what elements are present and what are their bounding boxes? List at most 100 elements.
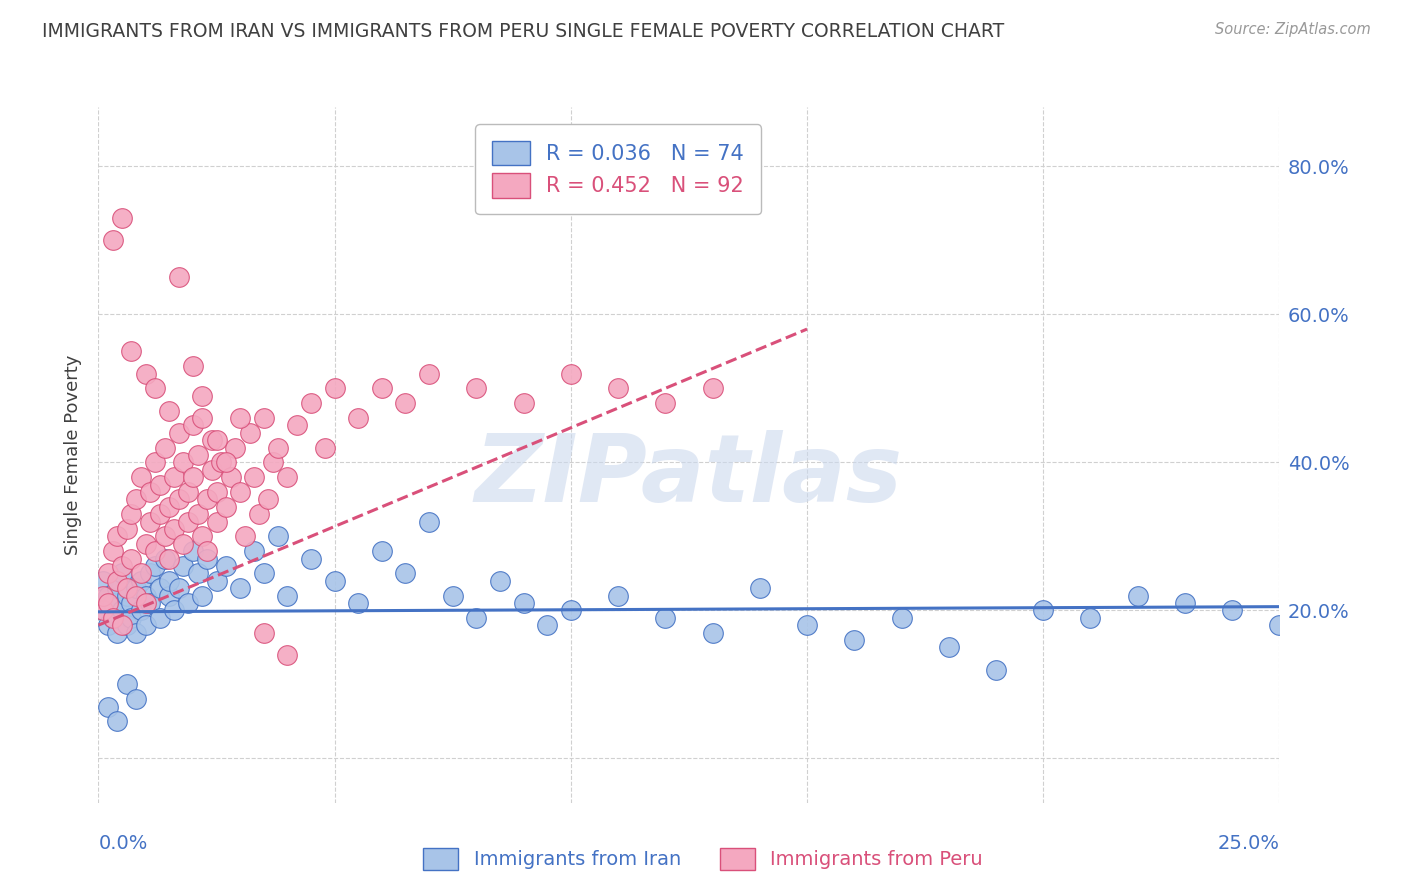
Point: [97, 566, 120, 581]
Point: [229, 484, 252, 499]
Point: [163, 603, 186, 617]
Point: [299, 396, 322, 410]
Point: [129, 470, 152, 484]
Point: [748, 581, 770, 595]
Point: [844, 632, 866, 647]
Point: [143, 455, 166, 469]
Point: [181, 418, 204, 433]
Point: [115, 581, 138, 595]
Text: 0.0%: 0.0%: [98, 834, 148, 853]
Point: [205, 484, 228, 499]
Point: [441, 589, 464, 603]
Point: [191, 411, 214, 425]
Point: [181, 470, 204, 484]
Point: [105, 529, 128, 543]
Point: [607, 381, 630, 395]
Point: [314, 441, 336, 455]
Point: [149, 611, 172, 625]
Point: [560, 603, 582, 617]
Point: [243, 544, 266, 558]
Point: [157, 589, 180, 603]
Point: [101, 611, 124, 625]
Point: [267, 441, 290, 455]
Point: [97, 589, 120, 603]
Point: [111, 618, 134, 632]
Point: [195, 544, 218, 558]
Text: ZIPatlas: ZIPatlas: [475, 430, 903, 522]
Point: [262, 455, 284, 469]
Point: [215, 455, 238, 469]
Point: [191, 529, 214, 543]
Point: [125, 492, 148, 507]
Point: [371, 381, 394, 395]
Point: [121, 611, 143, 625]
Point: [347, 411, 370, 425]
Point: [1032, 603, 1054, 617]
Point: [105, 625, 128, 640]
Point: [394, 396, 416, 410]
Point: [177, 484, 200, 499]
Point: [101, 611, 124, 625]
Point: [111, 211, 134, 225]
Point: [139, 484, 162, 499]
Point: [323, 381, 346, 395]
Point: [167, 425, 190, 440]
Point: [153, 551, 176, 566]
Point: [276, 470, 298, 484]
Point: [111, 558, 134, 573]
Point: [465, 611, 488, 625]
Point: [187, 507, 209, 521]
Point: [111, 566, 134, 581]
Legend: R = 0.036   N = 74, R = 0.452   N = 92: R = 0.036 N = 74, R = 0.452 N = 92: [475, 124, 761, 214]
Point: [105, 714, 128, 729]
Point: [91, 589, 114, 603]
Point: [101, 544, 124, 558]
Point: [153, 529, 176, 543]
Point: [135, 596, 157, 610]
Point: [276, 589, 298, 603]
Point: [299, 551, 322, 566]
Point: [267, 529, 290, 543]
Point: [135, 618, 157, 632]
Point: [101, 596, 124, 610]
Point: [276, 648, 298, 662]
Point: [489, 574, 512, 588]
Point: [347, 596, 370, 610]
Point: [654, 396, 676, 410]
Point: [890, 611, 912, 625]
Point: [153, 441, 176, 455]
Point: [172, 455, 194, 469]
Point: [607, 589, 630, 603]
Point: [149, 477, 172, 491]
Point: [219, 470, 242, 484]
Point: [702, 381, 724, 395]
Point: [177, 515, 200, 529]
Point: [157, 403, 180, 417]
Point: [224, 441, 246, 455]
Point: [229, 581, 252, 595]
Point: [560, 367, 582, 381]
Point: [167, 581, 190, 595]
Point: [253, 566, 276, 581]
Point: [139, 596, 162, 610]
Point: [195, 492, 218, 507]
Text: 25.0%: 25.0%: [1218, 834, 1279, 853]
Point: [938, 640, 960, 655]
Point: [418, 367, 440, 381]
Point: [111, 603, 134, 617]
Point: [135, 537, 157, 551]
Y-axis label: Single Female Poverty: Single Female Poverty: [65, 355, 83, 555]
Point: [984, 663, 1007, 677]
Point: [167, 492, 190, 507]
Text: IMMIGRANTS FROM IRAN VS IMMIGRANTS FROM PERU SINGLE FEMALE POVERTY CORRELATION C: IMMIGRANTS FROM IRAN VS IMMIGRANTS FROM …: [42, 22, 1004, 41]
Point: [91, 603, 114, 617]
Point: [172, 537, 194, 551]
Point: [205, 515, 228, 529]
Point: [187, 448, 209, 462]
Point: [163, 470, 186, 484]
Point: [247, 507, 270, 521]
Point: [157, 500, 180, 514]
Point: [233, 529, 256, 543]
Point: [253, 411, 276, 425]
Point: [1268, 618, 1291, 632]
